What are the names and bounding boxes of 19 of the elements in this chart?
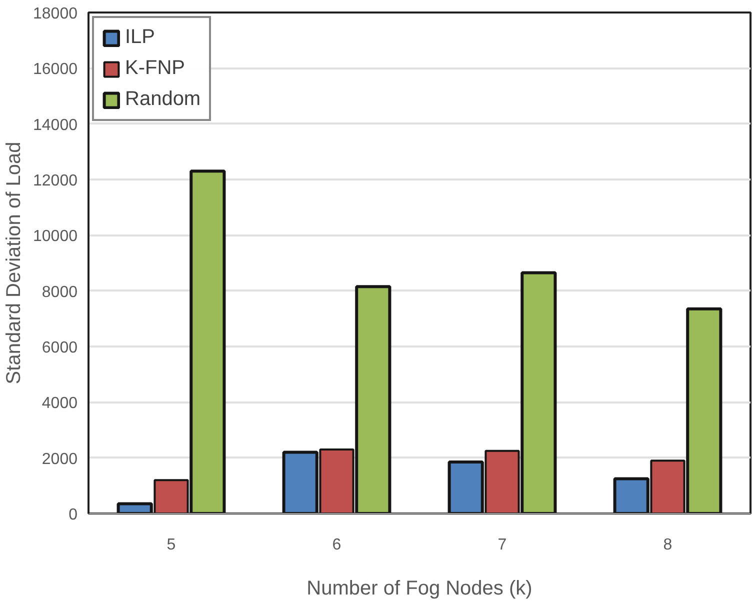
x-tick-label: 6 <box>332 536 342 554</box>
y-tick-label: 0 <box>68 506 78 524</box>
y-tick-label: 12000 <box>33 172 78 190</box>
y-tick-label: 14000 <box>33 116 78 134</box>
legend-label: Random <box>125 88 201 111</box>
legend-label: K-FNP <box>125 57 185 80</box>
x-tick-label: 7 <box>498 536 507 554</box>
y-tick-label: 8000 <box>42 284 78 301</box>
x-tick-label: 8 <box>663 536 672 554</box>
legend-label: ILP <box>125 26 156 49</box>
y-tick-label: 18000 <box>33 6 78 22</box>
y-tick-label: 16000 <box>33 61 78 78</box>
y-axis-title: Standard Deviation of Load <box>3 142 26 384</box>
y-tick-label: 10000 <box>33 228 78 246</box>
x-tick-label: 5 <box>166 536 176 554</box>
x-axis-title: Number of Fog Nodes (k) <box>306 578 532 600</box>
y-tick-label: 6000 <box>42 340 78 356</box>
y-tick-label: 2000 <box>42 450 78 468</box>
y-tick-label: 4000 <box>42 395 78 412</box>
